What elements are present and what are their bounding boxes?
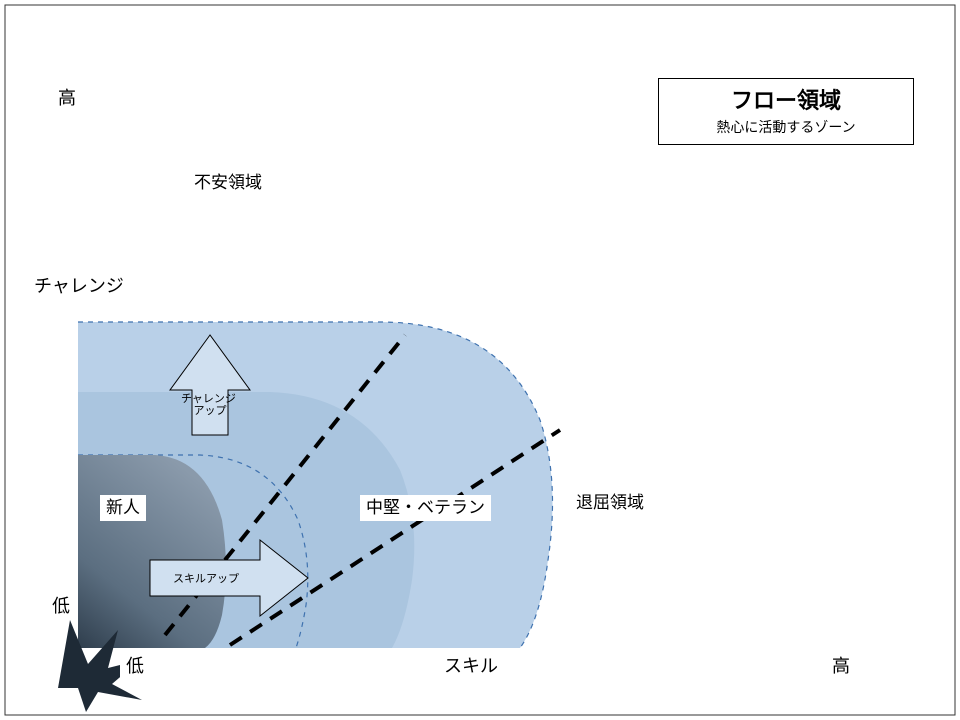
diagram-stage: チャレンジ アップ スキルアップ フロー領域 熱心に活動するゾーン 不安領域 退… [0, 0, 960, 720]
y-axis-title: チャレンジ [28, 270, 130, 300]
x-axis-low: 低 [120, 650, 150, 680]
newcomer-area [78, 455, 226, 648]
flow-title-box: フロー領域 熱心に活動するゾーン [658, 78, 914, 145]
challenge-up-line1: チャレンジ [181, 392, 236, 405]
newcomer-label: 新人 [100, 495, 146, 521]
flow-subtitle: 熱心に活動するゾーン [671, 118, 901, 136]
y-axis-high: 高 [52, 82, 82, 112]
boredom-label: 退屈領域 [570, 490, 650, 516]
y-axis-low: 低 [46, 590, 76, 620]
skill-up-text: スキルアップ [173, 572, 239, 585]
veteran-label: 中堅・ベテラン [360, 495, 491, 521]
challenge-up-line2: アップ [194, 404, 227, 417]
x-axis-title: スキル [438, 650, 504, 680]
x-axis-high: 高 [826, 650, 856, 680]
flow-title: フロー領域 [731, 88, 841, 113]
anxiety-label: 不安領域 [188, 170, 268, 196]
